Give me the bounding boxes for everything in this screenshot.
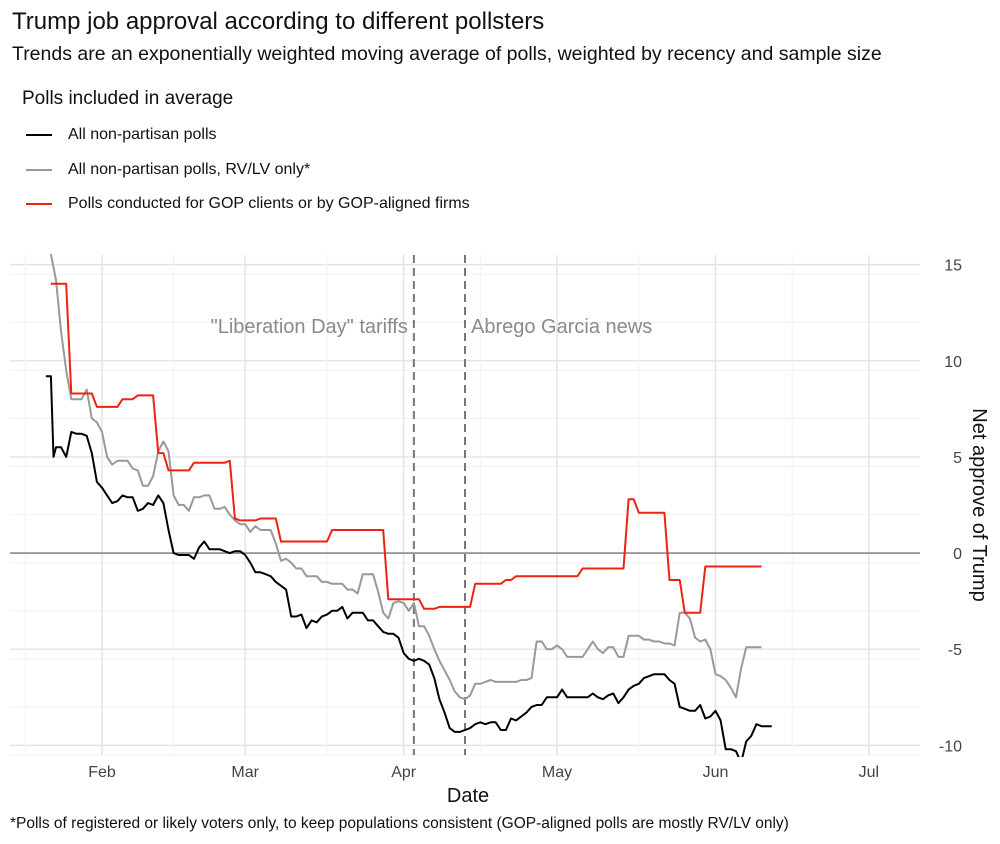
legend-item-gop: Polls conducted for GOP clients or by GO… (26, 192, 470, 216)
event-annotations: "Liberation Day" tariffs Abrego Garcia ne… (211, 316, 653, 338)
series-line-gop (50, 282, 762, 614)
legend-swatch-gop (26, 203, 52, 205)
y-tick-label: 5 (953, 450, 962, 467)
series-line-nonpartisan (45, 375, 772, 757)
legend-label-nonpartisan: All non-partisan polls (68, 126, 217, 143)
legend-swatch-nonpartisan (26, 134, 52, 136)
chart-title: Trump job approval according to differen… (12, 8, 545, 35)
y-axis-label: Net approve of Trump (968, 408, 990, 601)
chart-subtitle: Trends are an exponentially weighted mov… (12, 43, 882, 65)
legend-item-rvlv: All non-partisan polls, RV/LV only* (26, 158, 310, 182)
legend-item-nonpartisan: All non-partisan polls (26, 123, 217, 147)
legend-label-gop: Polls conducted for GOP clients or by GO… (68, 195, 470, 212)
y-tick-label: 0 (953, 546, 962, 563)
y-tick-label: -5 (948, 642, 962, 659)
legend-swatch-rvlv (26, 169, 52, 171)
x-axis-label: Date (447, 785, 489, 807)
event-lines (412, 255, 466, 755)
series-line-rvlv (49, 253, 762, 701)
series-layer (45, 253, 772, 757)
y-tick-label: -10 (939, 738, 962, 755)
x-tick-label: Apr (391, 764, 417, 781)
footnote: *Polls of registered or likely voters on… (10, 815, 789, 832)
x-axis-ticks: Feb Mar Apr May Jun Jul (88, 764, 879, 781)
x-tick-label: Jul (859, 764, 879, 781)
x-tick-label: Feb (88, 764, 116, 781)
x-tick-label: Mar (231, 764, 259, 781)
y-tick-label: 10 (944, 354, 962, 371)
legend-title: Polls included in average (22, 88, 234, 109)
y-tick-label: 15 (944, 258, 962, 275)
event-annotation-1: Abrego Garcia news (471, 316, 652, 338)
x-tick-label: Jun (703, 764, 729, 781)
y-axis-ticks: -10 -5 0 5 10 15 (939, 258, 962, 756)
event-annotation-0: "Liberation Day" tariffs (211, 316, 408, 338)
legend-label-rvlv: All non-partisan polls, RV/LV only* (68, 161, 311, 178)
x-tick-label: May (542, 764, 572, 781)
